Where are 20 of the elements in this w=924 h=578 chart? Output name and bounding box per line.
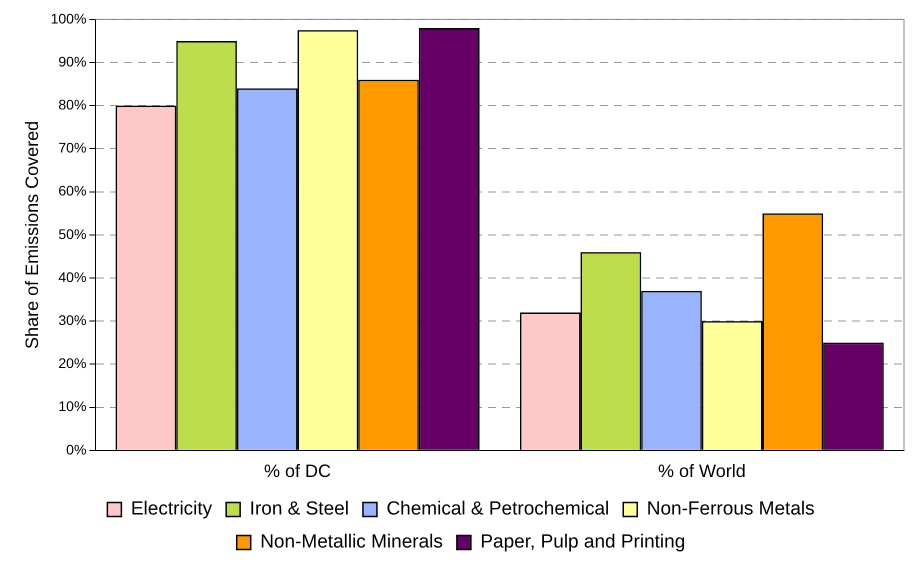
- y-tick-label: 10%: [58, 398, 86, 414]
- y-tick-label: 30%: [58, 312, 86, 328]
- y-axis-title: Share of Emissions Covered: [22, 120, 42, 349]
- y-tick-label: 20%: [58, 355, 86, 372]
- y-tick-label: 0%: [66, 441, 86, 458]
- x-tick-label: % of World: [658, 461, 746, 482]
- y-tick-label: 80%: [58, 96, 86, 112]
- legend-label: Non-Ferrous Metals: [646, 498, 815, 520]
- y-tick-label: 70%: [58, 140, 86, 156]
- x-tick-label: % of DC: [264, 461, 332, 482]
- y-tick-label: 90%: [58, 53, 86, 70]
- legend-label: Paper, Pulp and Printing: [480, 532, 686, 553]
- legend-label: Non-Metallic Minerals: [260, 532, 443, 553]
- legend-label: Electricity: [130, 498, 213, 520]
- y-tick-label: 60%: [58, 182, 86, 199]
- y-tick-label: 40%: [58, 268, 86, 285]
- legend-label: Chemical & Petrochemical: [386, 498, 610, 520]
- y-tick-label: 50%: [58, 226, 86, 242]
- legend-label: Iron & Steel: [250, 498, 349, 520]
- y-tick-label: 100%: [50, 10, 86, 26]
